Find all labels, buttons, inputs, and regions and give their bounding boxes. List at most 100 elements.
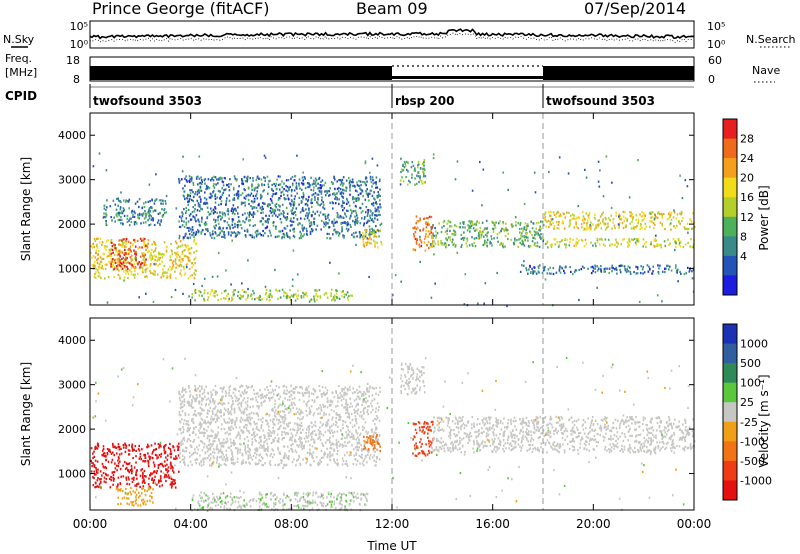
- velocity-cell-670: [187, 428, 190, 431]
- velocity-cell-1211: [232, 391, 235, 394]
- power-cell-577: [149, 223, 152, 226]
- power-cell-2208: [424, 175, 427, 178]
- power-cell-594: [163, 209, 165, 212]
- velocity-cell-204: [114, 467, 117, 470]
- power-cell-1151: [233, 186, 235, 189]
- velocity-cell-231: [101, 454, 103, 457]
- power-cell-283: [95, 249, 98, 252]
- power-cell-2346: [528, 246, 531, 249]
- power-cell-508: [112, 243, 115, 246]
- power-cell-1489: [244, 180, 247, 183]
- power-cell-1066: [322, 206, 324, 209]
- velocity-cell-522: [297, 417, 299, 420]
- power-cell-26: [193, 238, 196, 241]
- power-cell-1867: [359, 207, 362, 210]
- velocity-cell-439: [141, 487, 143, 490]
- power-cell-2629: [622, 226, 625, 229]
- power-cell-1875: [260, 197, 262, 200]
- power-cell-1010: [192, 191, 194, 194]
- power-cell-1795: [230, 234, 232, 237]
- velocity-cell-463: [223, 386, 225, 389]
- velocity-cell-1407: [322, 456, 324, 459]
- velocity-cell-472: [294, 438, 296, 441]
- velocity-cell-948: [263, 449, 265, 452]
- velocity-cell-755: [323, 453, 325, 456]
- power-cell-648: [156, 221, 159, 224]
- power-cell-2258: [425, 232, 427, 236]
- power-cell-657: [149, 213, 151, 217]
- velocity-cell-356: [135, 461, 137, 464]
- power-cell-2605: [491, 244, 493, 247]
- power-cell-2582: [526, 227, 528, 230]
- power-cell-2872: [641, 219, 643, 222]
- power-cell-3175: [528, 268, 530, 271]
- power-cell-2812: [600, 227, 603, 230]
- power-cell-294: [90, 252, 92, 255]
- power-cell-2954: [614, 243, 616, 246]
- power-cell-2186: [399, 179, 402, 182]
- power-cell-590: [122, 199, 125, 202]
- power-cell-1764: [287, 179, 290, 182]
- power-cell-1566: [217, 182, 219, 185]
- power-cell-963: [374, 210, 377, 213]
- power-cell-2763: [631, 218, 634, 221]
- power-cell-1526: [227, 208, 229, 211]
- power-cell-3301: [578, 298, 580, 302]
- power-cell-2197: [412, 164, 415, 167]
- velocity-cell-12: [117, 445, 119, 449]
- velocity-cell-1222: [350, 435, 352, 438]
- power-cell-2297: [413, 248, 416, 251]
- power-cell-591: [162, 202, 164, 205]
- power-cell-2238: [423, 168, 426, 171]
- power-cell-150: [171, 250, 173, 253]
- power-cell-1321: [293, 200, 295, 204]
- power-cell-1915: [252, 201, 255, 204]
- velocity-cell-355: [93, 464, 95, 468]
- power-cell-1942: [318, 187, 320, 190]
- power-cell-1904: [209, 207, 212, 210]
- power-cell-3174: [531, 267, 533, 270]
- power-cell-589: [128, 224, 131, 227]
- power-cell-953: [296, 218, 299, 221]
- velocity-cell-396: [131, 503, 134, 506]
- power-cell-2273: [413, 233, 415, 236]
- velocity-cell-795: [179, 414, 182, 417]
- power-cell-3185: [217, 251, 220, 254]
- power-cell-2597: [542, 224, 545, 227]
- power-cell-1901: [273, 212, 276, 215]
- power-cell-796: [272, 210, 275, 213]
- power-cell-2378: [462, 237, 464, 240]
- power-cell-2406: [472, 227, 475, 230]
- power-cell-2767: [653, 223, 656, 226]
- velocity-cell-511: [208, 440, 211, 443]
- power-cell-1228: [204, 224, 206, 227]
- velocity-cell-790: [291, 434, 294, 437]
- velocity-cell-1548: [200, 459, 202, 463]
- power-cell-673: [152, 219, 154, 222]
- velocity-cell-1355: [243, 419, 246, 422]
- velocity-cell-685: [312, 438, 314, 441]
- power-cell-1267: [277, 175, 280, 178]
- power-cell-2178: [418, 181, 420, 184]
- power-cell-1137: [178, 234, 181, 237]
- power-cell-108: [109, 249, 112, 252]
- cpid-segment-label-1: rbsp 200: [395, 94, 454, 108]
- power-cell-2311: [416, 220, 419, 223]
- power-cell-411: [102, 267, 104, 270]
- velocity-cell-251: [98, 485, 100, 489]
- power-cell-3257: [419, 260, 421, 264]
- power-cell-2487: [454, 245, 457, 248]
- velocity-cell-966: [308, 412, 311, 415]
- velocity-cell-1076: [250, 398, 252, 401]
- velocity-cell-23: [139, 455, 142, 458]
- power-cell-64: [125, 242, 127, 245]
- power-cell-2265: [425, 226, 428, 229]
- velocity-cell-515: [279, 420, 282, 423]
- power-cell-1908: [248, 202, 250, 206]
- power-cell-3156: [625, 270, 628, 274]
- power-cell-990: [281, 203, 284, 206]
- power-cell-2194: [423, 164, 425, 167]
- power-cell-366: [159, 256, 161, 260]
- power-cell-2128: [198, 294, 200, 297]
- power-cell-3294: [677, 280, 679, 283]
